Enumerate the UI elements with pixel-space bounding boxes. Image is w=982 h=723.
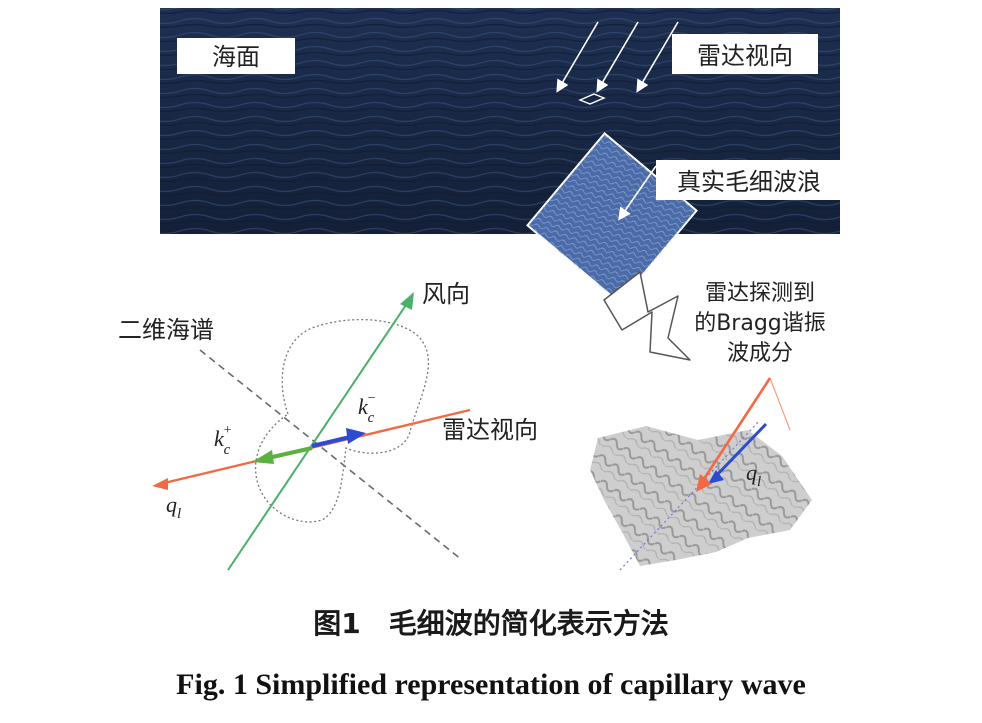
bragg-orange-thin-line [769, 377, 791, 431]
kc-plus-k: k [214, 426, 225, 451]
patch-pointer-arrow [618, 165, 657, 221]
wind-arrowhead [400, 292, 414, 310]
kc-minus-sub: c [368, 410, 375, 426]
ql-left-sub: l [177, 506, 181, 522]
bragg-orange-arrow [700, 377, 772, 483]
bragg-blue-dotted-line [619, 419, 761, 571]
kc-plus-sub: c [224, 442, 231, 458]
kc-minus-arrowhead [346, 428, 366, 444]
bragg-label-line1: 雷达探测到 [705, 281, 815, 306]
kc-minus-label: k− c [358, 391, 376, 426]
ql-left-label: ql [166, 492, 181, 522]
real-capillary-label: 真实毛细波浪 [677, 168, 821, 196]
ql-right-q: q [746, 460, 757, 485]
bragg-wave-patch [590, 426, 812, 566]
spectrum-dashed-line [199, 349, 463, 561]
radar-view-top-label: 雷达视向 [697, 42, 793, 70]
real-capillary-label-box: 真实毛细波浪 [656, 160, 842, 200]
kc-plus-arrow [267, 446, 313, 460]
sea-surface-label: 海面 [212, 43, 260, 71]
radar-view-arrowhead [152, 478, 168, 490]
radar-view-top-label-box: 雷达视向 [672, 34, 818, 74]
outline-zigzag-arrow-icon [603, 271, 691, 361]
ql-left-q: q [166, 492, 177, 517]
wind-direction-label: 风向 [422, 280, 470, 308]
radar-look-arrow [596, 21, 639, 93]
kc-minus-k: k [358, 394, 369, 419]
wind-direction-arrow [227, 301, 409, 571]
spectrum-contour [254, 319, 429, 523]
figure-caption-en: Fig. 1 Simplified representation of capi… [176, 668, 806, 701]
bragg-blue-arrow [714, 422, 768, 478]
radar-look-arrows [556, 21, 679, 93]
radar-view-mid-label: 雷达视向 [442, 416, 538, 444]
bragg-label-line3: 波成分 [727, 341, 793, 366]
figure-caption-cn: 图1 毛细波的简化表示方法 [313, 607, 669, 640]
kc-minus-sup: − [368, 391, 376, 406]
ql-right-label: ql [746, 460, 761, 490]
kc-minus-arrow [311, 435, 351, 448]
bragg-blue-arrowhead [708, 470, 724, 484]
ql-right-sub: l [757, 474, 761, 490]
bragg-orange-arrowhead [696, 474, 712, 492]
kc-plus-sup: + [224, 423, 232, 438]
small-sea-patch [578, 93, 606, 105]
radar-look-arrow [556, 21, 599, 93]
capillary-patch [526, 132, 698, 304]
sea-surface-label-box: 海面 [177, 38, 295, 74]
radar-look-arrow [636, 21, 679, 93]
kc-plus-label: k+ c [214, 423, 232, 458]
spectrum-2d-label: 二维海谱 [118, 316, 214, 344]
bragg-label-line2: 的Bragg谐振 [694, 311, 826, 336]
kc-plus-arrowhead [252, 450, 274, 464]
